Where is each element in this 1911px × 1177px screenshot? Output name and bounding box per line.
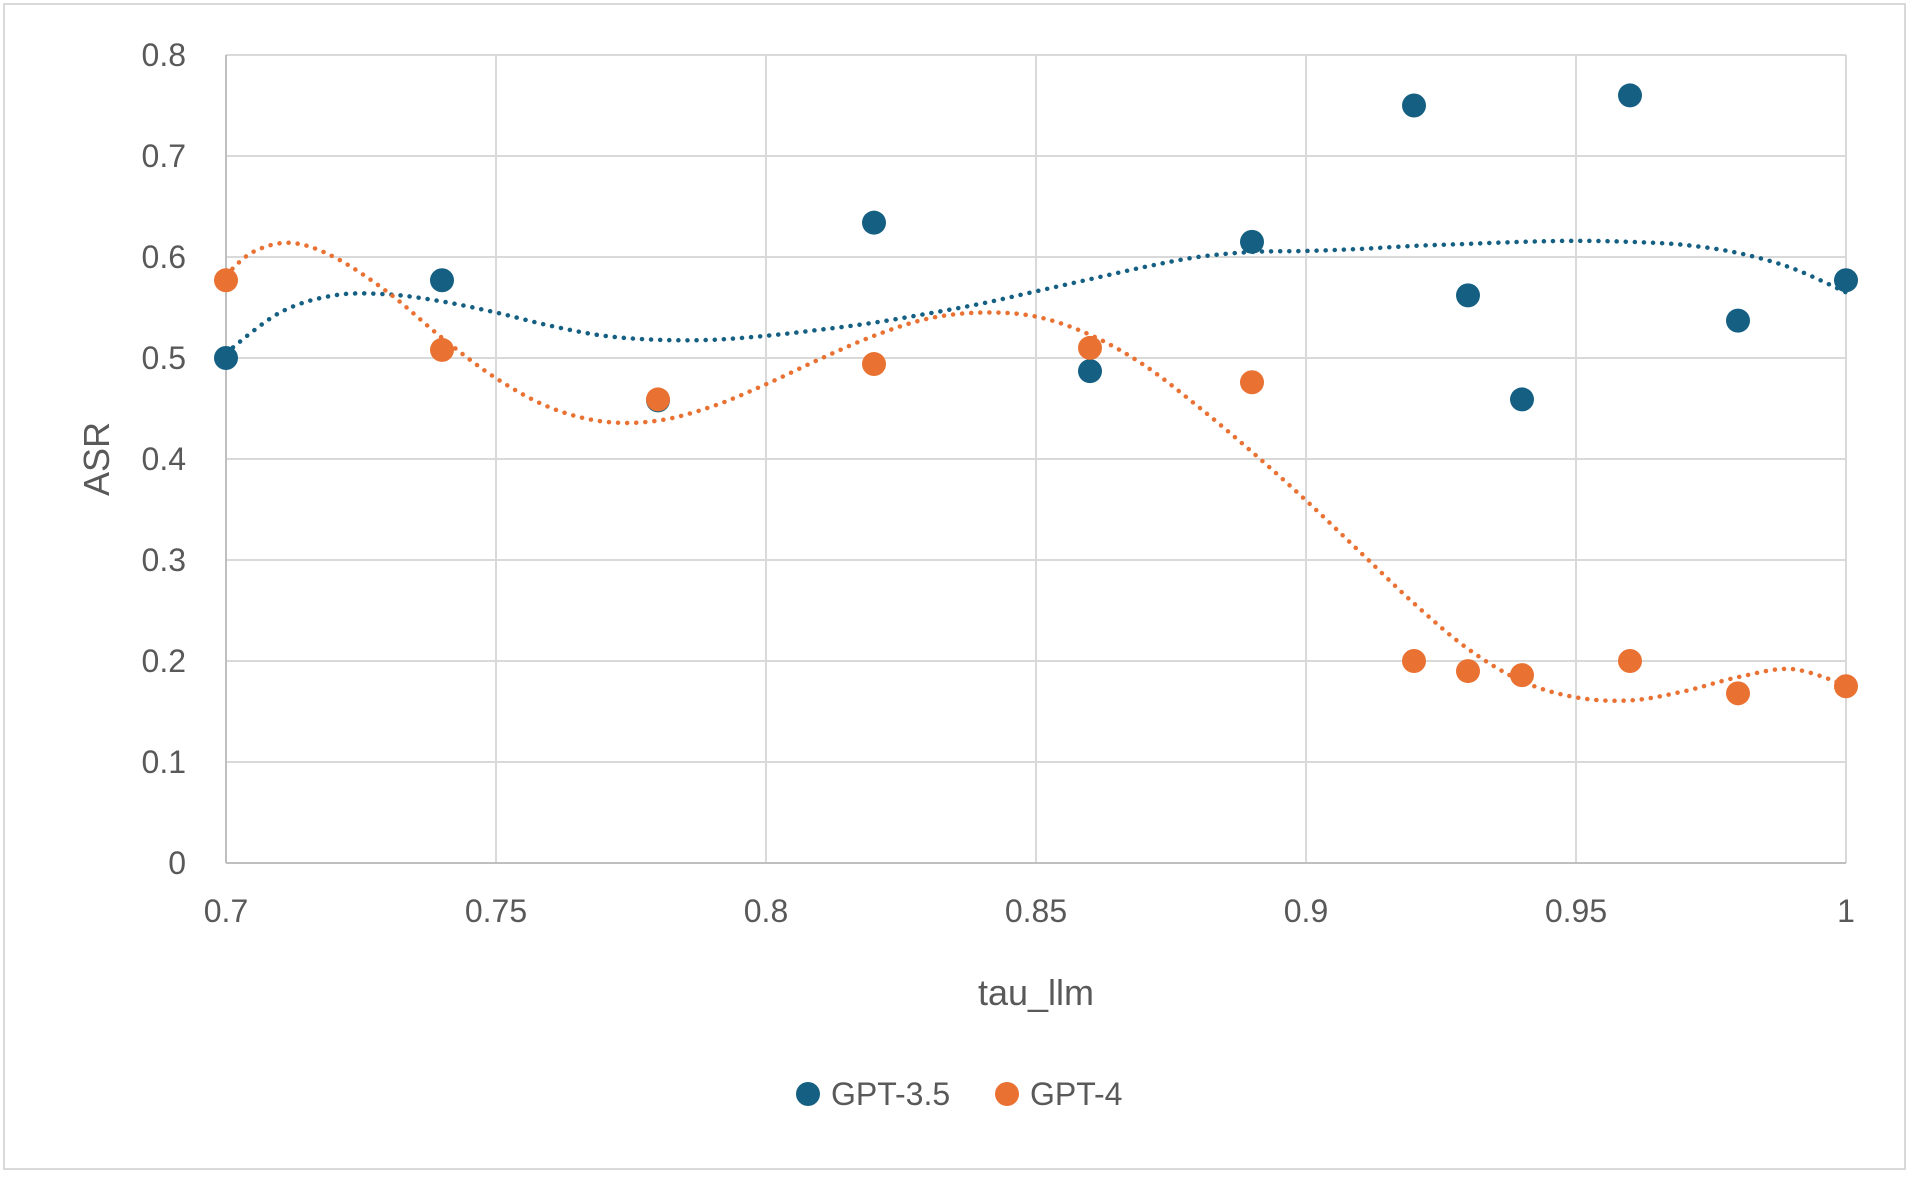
gridlines bbox=[226, 54, 1847, 863]
y-axis-title: ASR bbox=[76, 422, 117, 496]
y-tick-label: 0 bbox=[168, 845, 186, 881]
legend-label-gpt-3-5: GPT-3.5 bbox=[831, 1076, 950, 1112]
point-gpt-3-5 bbox=[1456, 283, 1480, 308]
point-gpt-4 bbox=[1834, 674, 1858, 699]
y-tick-label: 0.2 bbox=[142, 643, 186, 679]
data-points bbox=[214, 83, 1858, 706]
point-gpt-4 bbox=[646, 387, 670, 412]
point-gpt-4 bbox=[1618, 649, 1642, 673]
point-gpt-3-5 bbox=[1240, 229, 1264, 254]
x-tick-label: 0.8 bbox=[744, 893, 788, 929]
trendline-gpt-4 bbox=[223, 240, 1849, 704]
point-gpt-4 bbox=[1456, 659, 1480, 684]
point-gpt-4 bbox=[1240, 370, 1264, 395]
x-tick-label: 0.95 bbox=[1545, 893, 1607, 929]
point-gpt-3-5 bbox=[1510, 387, 1534, 412]
point-gpt-4 bbox=[1726, 681, 1750, 706]
point-gpt-4 bbox=[1510, 663, 1534, 688]
trendlines bbox=[223, 238, 1849, 704]
point-gpt-3-5 bbox=[214, 346, 238, 370]
point-gpt-4 bbox=[1078, 335, 1102, 360]
point-gpt-3-5 bbox=[1726, 308, 1750, 333]
x-axis-title: tau_llm bbox=[978, 972, 1094, 1013]
scatter-chart: 0 0.1 0.2 0.3 0.4 0.5 0.6 0.7 0.8 0.7 0.75 0.8 0.85 0… bbox=[76, 37, 1858, 1112]
x-tick-label: 0.75 bbox=[465, 893, 527, 929]
point-gpt-3-5 bbox=[1402, 93, 1426, 118]
y-tick-label: 0.4 bbox=[142, 441, 186, 477]
y-tick-label: 0.5 bbox=[142, 340, 186, 376]
x-tick-label: 0.9 bbox=[1284, 893, 1328, 929]
point-gpt-4 bbox=[430, 337, 454, 362]
point-gpt-3-5 bbox=[1078, 359, 1102, 384]
y-tick-label: 0.6 bbox=[142, 239, 186, 275]
point-gpt-3-5 bbox=[1834, 268, 1858, 293]
legend-label-gpt-4: GPT-4 bbox=[1030, 1076, 1122, 1112]
y-tick-label: 0.8 bbox=[142, 37, 186, 73]
y-tick-label: 0.7 bbox=[142, 138, 186, 174]
x-tick-label: 0.7 bbox=[204, 893, 248, 929]
point-gpt-3-5 bbox=[1618, 83, 1642, 108]
point-gpt-4 bbox=[862, 352, 886, 377]
y-tick-label: 0.3 bbox=[142, 542, 186, 578]
axes bbox=[225, 55, 1846, 864]
point-gpt-3-5 bbox=[430, 268, 454, 293]
legend: GPT-3.5 GPT-4 bbox=[796, 1076, 1122, 1112]
legend-marker-gpt-3-5 bbox=[796, 1082, 820, 1106]
x-tick-label: 1 bbox=[1837, 893, 1855, 929]
legend-marker-gpt-4 bbox=[995, 1082, 1019, 1106]
y-tick-label: 0.1 bbox=[142, 744, 186, 780]
x-tick-label: 0.85 bbox=[1005, 893, 1067, 929]
point-gpt-4 bbox=[214, 268, 238, 293]
chart-frame: 0 0.1 0.2 0.3 0.4 0.5 0.6 0.7 0.8 0.7 0.75 0.8 0.85 0… bbox=[3, 3, 1906, 1170]
point-gpt-3-5 bbox=[862, 210, 886, 235]
point-gpt-4 bbox=[1402, 649, 1426, 673]
tick-labels: 0 0.1 0.2 0.3 0.4 0.5 0.6 0.7 0.8 0.7 0.75 0.8 0.85 0… bbox=[142, 37, 1855, 929]
